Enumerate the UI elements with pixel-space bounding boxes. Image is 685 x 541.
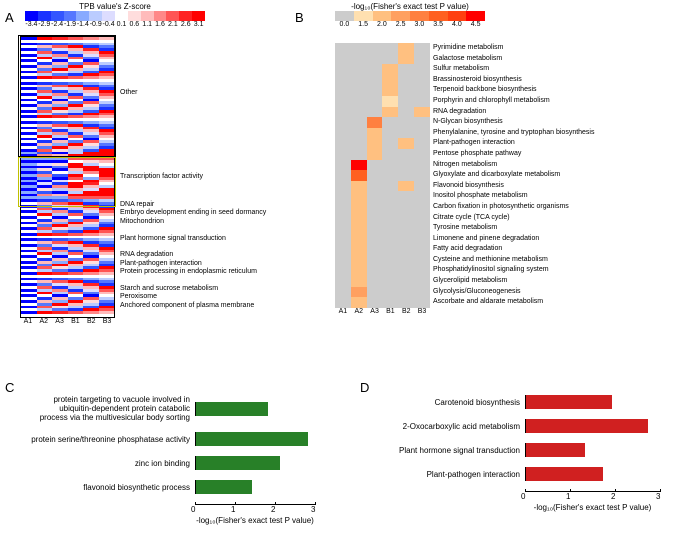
panel-a: A TPB value's Z-score -3.4-2.9-2.4-1.9-1… [5,0,275,325]
panel-a-colorbar [25,11,205,21]
panel-b-heatmap [335,43,430,308]
panel-b-colorbar-title: -log₁₀(Fisher's exact test P value) [335,2,485,11]
panel-b-rows: Pyrimidine metabolismGalactose metabolis… [433,43,595,315]
panel-a-colorbar-title: TPB value's Z-score [25,2,205,11]
panel-b-label: B [295,10,304,25]
panel-a-cols: A1A2A3B1B2B3 [20,318,115,325]
panel-a-colorbar-ticks: -3.4-2.9-2.4-1.9-1.4-0.9-0.40.10.61.11.6… [25,21,205,28]
panel-b-colorbar-ticks: 0.01.52.02.53.03.54.04.5 [335,21,485,28]
panel-b-cols: A1A2A3B1B2B3 [335,308,430,315]
panel-c-label: C [5,380,14,395]
panel-c: C protein targeting to vacuole involved … [5,380,335,525]
panel-d-chart: Carotenoid biosynthesis2-Oxocarboxylic a… [375,395,680,512]
panel-c-chart: protein targeting to vacuole involved in… [20,395,335,525]
panel-d-label: D [360,380,369,395]
panel-a-heatmap [20,36,115,318]
panel-b-colorbar [335,11,485,21]
panel-b: B -log₁₀(Fisher's exact test P value) 0.… [295,0,685,315]
panel-a-label: A [5,10,14,25]
panel-d: D Carotenoid biosynthesis2-Oxocarboxylic… [360,380,680,512]
